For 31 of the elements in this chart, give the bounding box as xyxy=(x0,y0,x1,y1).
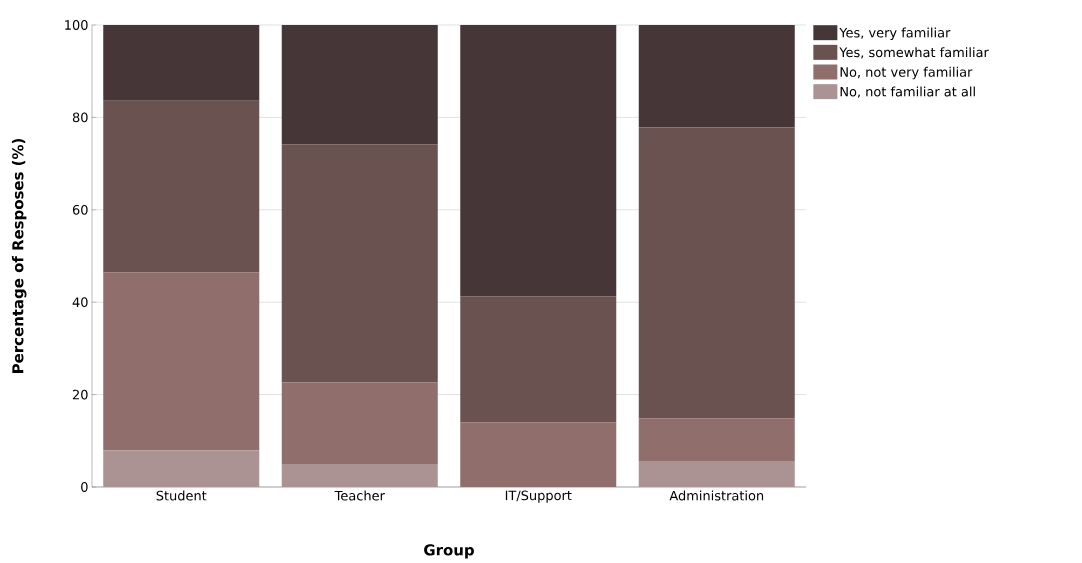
bar xyxy=(103,24,260,101)
bar xyxy=(638,461,795,487)
y-tick-label: 60 xyxy=(72,204,88,215)
y-axis-title: Percentage of Resposes (%) xyxy=(11,139,27,373)
bar xyxy=(638,24,795,128)
x-axis-title: Group xyxy=(424,544,474,559)
legend-label: Yes, somewhat familiar xyxy=(839,47,989,59)
legend-label: No, not very familiar xyxy=(840,66,973,80)
legend-label: No, not familiar at all xyxy=(840,86,975,98)
y-tick-label: 40 xyxy=(72,297,88,308)
bar xyxy=(103,272,260,451)
bar xyxy=(460,24,617,297)
x-tick-label: IT/Support xyxy=(505,490,572,503)
bar xyxy=(460,422,617,487)
y-tick-label: 100 xyxy=(65,20,88,30)
bar xyxy=(460,296,617,423)
x-tick-label: Administration xyxy=(669,490,764,501)
bar xyxy=(103,450,260,487)
bar xyxy=(638,127,795,419)
legend-label: Yes, very familiar xyxy=(839,27,951,41)
bar xyxy=(281,144,438,383)
x-tick-label: Student xyxy=(156,490,207,501)
y-tick-label: 0 xyxy=(81,482,88,492)
bar xyxy=(638,418,795,462)
x-tick-label: Teacher xyxy=(334,490,385,501)
bar xyxy=(281,24,438,145)
bar xyxy=(281,464,438,487)
y-tick-label: 20 xyxy=(72,389,88,400)
y-tick-label: 80 xyxy=(72,112,88,123)
bar xyxy=(103,100,260,273)
bar xyxy=(281,382,438,465)
